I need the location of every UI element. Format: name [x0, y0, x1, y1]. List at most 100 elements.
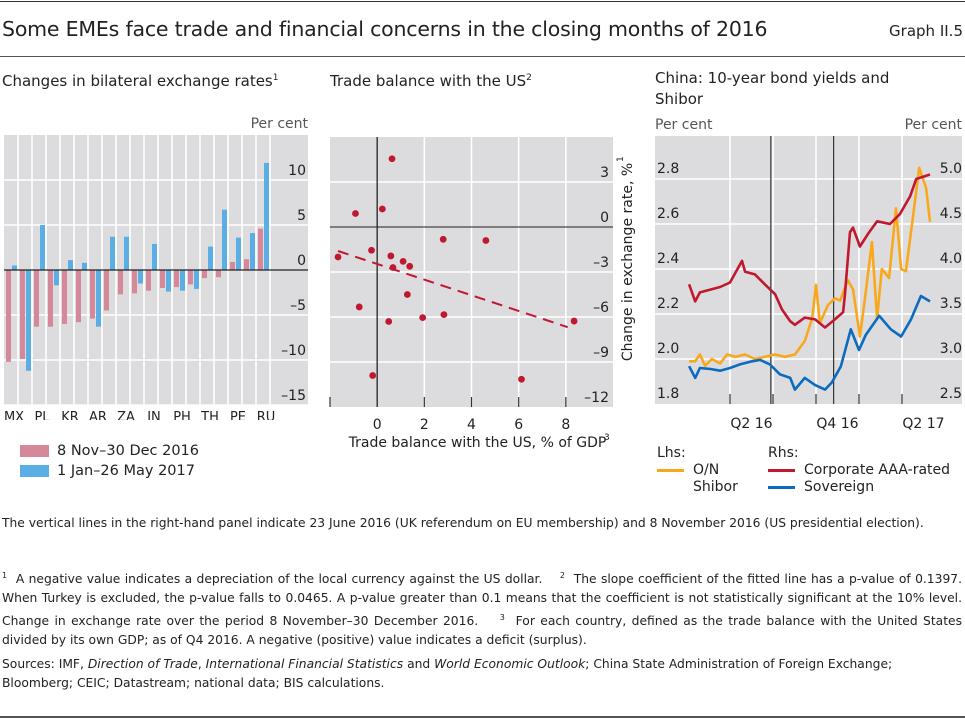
y-tick-label: –10 [281, 343, 306, 359]
bar-my-2016 [48, 270, 53, 327]
scatter-point [389, 264, 397, 271]
bar-kr-2017 [68, 260, 73, 270]
right-y-tick-label: 4.0 [940, 251, 962, 267]
scatter-point [518, 375, 525, 383]
bar-tr-2017 [26, 270, 31, 371]
legend-label: O/N [693, 462, 720, 478]
category-label: TH [200, 410, 219, 420]
top-rule [0, 1, 965, 2]
category-label: PL [34, 410, 50, 420]
panel-title-text: Changes in bilateral exchange rates [2, 72, 273, 90]
scatter-point [378, 205, 386, 213]
bar-mx-2016 [6, 270, 11, 362]
unit-label: Per cent [251, 116, 309, 132]
legend-rhs-label: Rhs: [768, 445, 799, 461]
scatter-point [482, 237, 490, 244]
bar-ru-2016 [258, 228, 263, 270]
bar-br-2017 [194, 270, 199, 289]
series-line-corporate [687, 173, 931, 329]
scatter-point [368, 246, 375, 254]
scatter-point [352, 210, 359, 217]
x-tick-label: Q2 16 [730, 416, 772, 432]
footnote-3: For each country, defined as the trade b… [2, 614, 963, 648]
source-title: International Financial Statistics [205, 657, 404, 671]
panel-title-exchange-rates: Changes in bilateral exchange rates1 [2, 68, 278, 92]
left-y-tick-label: 2.4 [657, 251, 679, 267]
bar-mx-2017 [12, 265, 17, 270]
scatter-point [406, 262, 414, 270]
bar-ar-2016 [90, 270, 95, 319]
legend-line-sovereign [768, 486, 795, 489]
bar-pl-2017 [40, 225, 45, 270]
bar-th-2017 [208, 246, 213, 270]
bar-tr-2016 [20, 270, 25, 360]
bar-za-2017 [124, 236, 129, 270]
sources-suffix: ; China State Administration of Foreign … [2, 657, 893, 690]
graph-title: Some EMEs face trade and financial conce… [2, 17, 768, 41]
legend-line-corporate [768, 469, 795, 472]
bar-ar-2017 [96, 270, 101, 327]
scatter-point [388, 155, 396, 163]
china-yields-line-chart: 1.8 2.5 2.0 3.0 2.2 3.5 2.4 4.0 2.6 4.5 2.8 5.0 Q2 1… [655, 117, 963, 432]
legend-item-sovereign: Sovereign [768, 479, 874, 496]
bar-cz-2016 [104, 270, 109, 311]
right-y-tick-label: 3.0 [940, 341, 962, 357]
x-tick-label: Q2 17 [902, 416, 944, 432]
bar-pe-2017 [236, 237, 241, 270]
y-tick-label: –3 [593, 255, 609, 271]
y-axis-label-footnote: 1 [616, 156, 626, 162]
series-line-sovereign [687, 294, 931, 391]
left-y-tick-label: 2.0 [657, 341, 679, 357]
legend-swatch-2017 [20, 465, 49, 477]
left-y-tick-label: 2.2 [657, 296, 679, 312]
legend-item-2016: 8 Nov–30 Dec 2016 [20, 443, 199, 459]
legend-item-shibor: O/N Shibor [657, 462, 738, 496]
legend-item-2017: 1 Jan–26 May 2017 [20, 463, 195, 479]
footnote-mark: 3 [499, 613, 505, 623]
footnote-mark: 1 [272, 73, 279, 83]
sources-sep: and [403, 657, 435, 671]
note-vertical-lines: The vertical lines in the right-hand pan… [2, 516, 924, 530]
scatter-point [385, 318, 393, 325]
legend-lhs-label: Lhs: [657, 445, 686, 461]
bar-cl-2016 [160, 270, 165, 288]
scatter-point [439, 235, 447, 243]
panel-title-trade-balance: Trade balance with the US2 [330, 68, 532, 92]
bar-kr-2016 [62, 270, 67, 324]
right-y-tick-label: 4.5 [940, 206, 962, 222]
footnote-mark: 2 [559, 571, 565, 580]
bar-br-2016 [188, 270, 193, 285]
graph-number: Graph II.5 [889, 22, 963, 40]
bar-za-2016 [118, 270, 123, 295]
trade-balance-scatter-chart: 0 2 4 6 8 3 0 –3 –6 –9 –12 Trade balance with the U… [329, 137, 636, 450]
footnote-mark: 1 [2, 571, 8, 580]
bar-il-2017 [222, 209, 227, 270]
left-unit-label: Per cent [655, 117, 713, 133]
bar-pe-2016 [230, 261, 235, 270]
bar-cl-2017 [166, 270, 171, 292]
trend-line [337, 250, 569, 329]
y-tick-label: –12 [584, 390, 609, 406]
right-unit-label: Per cent [905, 117, 963, 133]
category-label: MX [4, 410, 24, 420]
sources: Sources: IMF, Direction of Trade, Intern… [2, 655, 962, 693]
legend-label: Sovereign [804, 479, 875, 495]
x-tick-label: 8 [561, 417, 570, 433]
scatter-point [570, 317, 578, 325]
category-label: RU [257, 410, 276, 420]
category-label: PH [173, 410, 191, 420]
bar-id-2016 [132, 270, 137, 294]
legend-swatch-2016 [20, 445, 49, 457]
x-tick-label: 6 [514, 417, 523, 433]
panel-title-china-yields: China: 10-year bond yields and Shibor [655, 68, 889, 110]
legend-label: 8 Nov–30 Dec 2016 [57, 443, 200, 459]
right-y-tick-label: 3.5 [940, 296, 962, 312]
legend-label: 1 Jan–26 May 2017 [57, 463, 195, 479]
scatter-point [355, 303, 363, 311]
scatter-point [387, 252, 395, 260]
bar-id-2017 [138, 270, 143, 284]
x-tick-label: Q4 16 [816, 416, 858, 432]
y-tick-label: 10 [288, 163, 306, 179]
bar-il-2016 [216, 270, 221, 278]
